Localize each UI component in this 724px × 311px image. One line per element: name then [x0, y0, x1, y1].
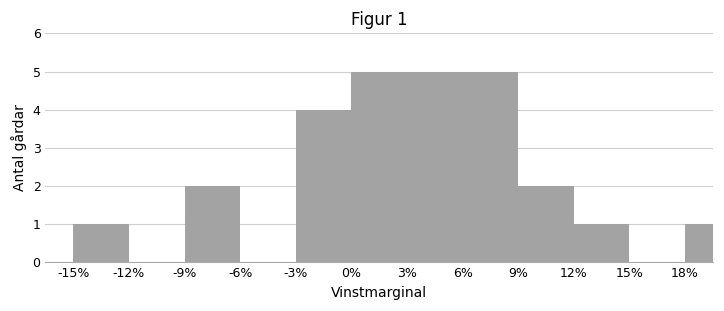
Bar: [574, 224, 629, 262]
Y-axis label: Antal gårdar: Antal gårdar: [11, 104, 27, 191]
Bar: [463, 72, 518, 262]
Bar: [407, 72, 463, 262]
Title: Figur 1: Figur 1: [351, 11, 408, 29]
Bar: [296, 110, 351, 262]
Bar: [685, 224, 724, 262]
X-axis label: Vinstmarginal: Vinstmarginal: [331, 286, 427, 300]
Bar: [73, 224, 129, 262]
Bar: [518, 186, 574, 262]
Bar: [185, 186, 240, 262]
Bar: [351, 72, 407, 262]
